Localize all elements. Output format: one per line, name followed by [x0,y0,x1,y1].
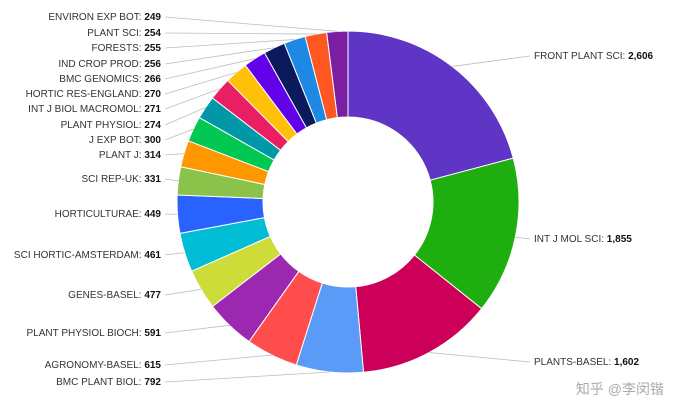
leader-line [164,58,255,80]
slice-label-name: GENES-BASEL: [68,290,144,301]
slice-label-name: PLANT PHYSIOL BIOCH: [27,328,145,339]
slice-label-name: FRONT PLANT SCI: [534,51,628,62]
slice-label-value: 274 [144,120,161,131]
slice-label-value: 266 [144,74,161,85]
slice-label: FORESTS: 255 [92,43,162,54]
leader-line [164,39,295,49]
donut-slice [347,30,514,181]
slice-label: AGRONOMY-BASEL: 615 [45,360,162,371]
slice-label-name: PLANT SCI: [87,28,144,39]
slice-label-name: BMC GENOMICS: [59,74,144,85]
leader-line [164,88,220,110]
slice-label-value: 249 [144,12,161,23]
slice-label-value: 331 [144,174,161,185]
slice-label-name: ENVIRON EXP BOT: [48,12,144,23]
leader-line [164,371,330,383]
leader-line [164,47,275,65]
slice-label-name: INT J BIOL MACROMOL: [28,104,144,115]
leader-line [164,252,185,256]
donut-slice [326,30,349,119]
slice-label-value: 477 [144,290,161,301]
slice-label-name: INT J MOL SCI: [534,234,607,245]
slice-label: SCI REP-UK: 331 [82,174,162,185]
slice-label: ENVIRON EXP BOT: 249 [48,12,161,23]
slice-label: BMC PLANT BIOL: 792 [56,377,161,388]
leader-line [164,354,272,366]
leader-line [515,236,531,240]
leader-line [429,352,531,363]
leader-line [164,16,338,32]
slice-label: PLANT PHYSIOL: 274 [61,120,162,131]
leader-line [164,153,185,156]
slice-label-name: PLANTS-BASEL: [534,357,614,368]
leader-line [164,128,194,141]
slice-label-name: IND CROP PROD: [58,59,144,70]
slice-label-value: 270 [144,89,161,100]
leader-line [164,178,179,182]
slice-label: PLANTS-BASEL: 1,602 [534,357,639,368]
slice-label-name: AGRONOMY-BASEL: [45,360,145,371]
slice-label: GENES-BASEL: 477 [68,290,161,301]
slice-label: IND CROP PROD: 256 [58,59,161,70]
slice-label-value: 300 [144,135,161,146]
slice-label-name: BMC PLANT BIOL: [56,377,144,388]
slice-label-value: 461 [144,250,161,261]
slice-label-name: PLANT PHYSIOL: [61,120,145,131]
slice-label: PLANT PHYSIOL BIOCH: 591 [27,328,162,339]
slice-label: FRONT PLANT SCI: 2,606 [534,51,654,62]
slice-label: INT J BIOL MACROMOL: 271 [28,104,161,115]
slice-label-name: SCI REP-UK: [82,174,145,185]
slice-label-value: 591 [144,328,161,339]
slice-label-value: 2,606 [628,51,653,62]
slice-label: PLANT SCI: 254 [87,28,161,39]
slice-label-value: 792 [144,377,161,388]
leader-line [164,324,230,334]
slice-label-name: HORTIC RES-ENGLAND: [26,89,145,100]
slice-label: BMC GENOMICS: 266 [59,74,161,85]
leader-line [164,107,206,126]
watermark: 知乎 @李闵锴 [575,381,664,397]
slice-label-value: 271 [144,104,161,115]
leader-line [452,55,531,67]
slice-label-value: 255 [144,43,161,54]
slice-label: HORTICULTURAE: 449 [55,209,162,220]
slice-label-name: SCI HORTIC-AMSTERDAM: [14,250,144,261]
slice-label-name: J EXP BOT: [89,135,144,146]
slice-label-value: 254 [144,28,161,39]
leader-line [164,289,202,296]
slice-label: PLANT J: 314 [99,150,162,161]
slice-label-value: 1,855 [607,234,632,245]
slice-label-value: 449 [144,209,161,220]
slice-label-value: 256 [144,59,161,70]
slice-label: HORTIC RES-ENGLAND: 270 [26,89,162,100]
slice-label: INT J MOL SCI: 1,855 [534,234,632,245]
slice-label-name: PLANT J: [99,150,144,161]
slice-label-value: 314 [144,150,161,161]
leader-line [164,32,316,35]
slice-label-name: HORTICULTURAE: [55,209,145,220]
leader-line [164,72,237,95]
slice-label: J EXP BOT: 300 [89,135,162,146]
slice-label: SCI HORTIC-AMSTERDAM: 461 [14,250,162,261]
slice-label-value: 615 [144,360,161,371]
slice-label-name: FORESTS: [92,43,145,54]
slice-label-value: 1,602 [614,357,639,368]
